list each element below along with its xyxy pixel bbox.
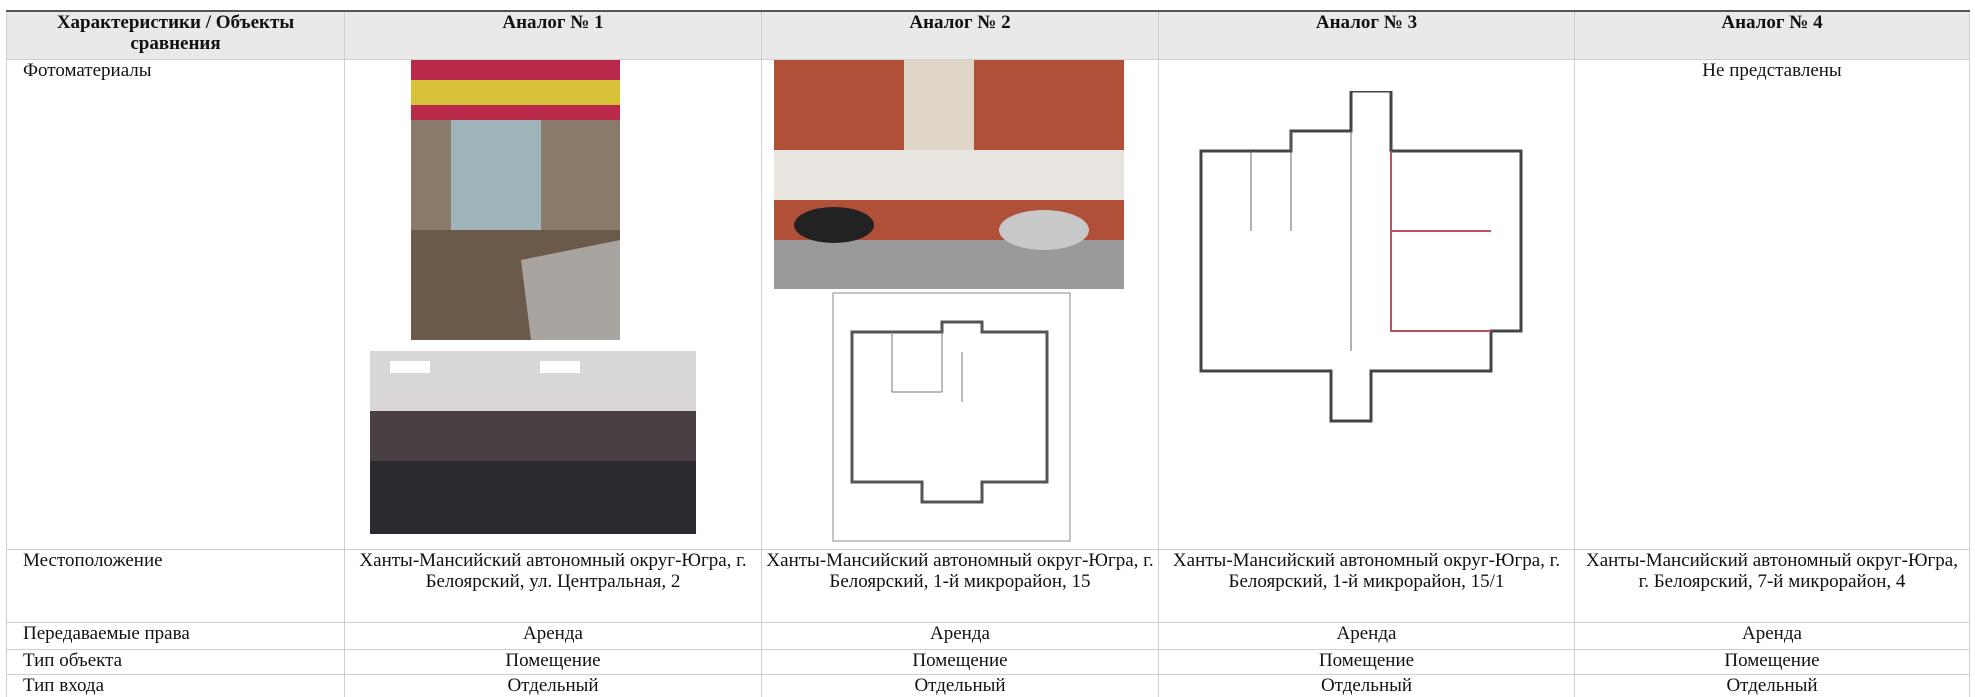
cell: Отдельный [1574, 674, 1970, 697]
cell: Помещение [761, 649, 1159, 675]
cell: Отдельный [344, 674, 762, 697]
cell: Помещение [344, 649, 762, 675]
row: Передаваемые права Аренда Аренда Аренда Арен… [6, 622, 1970, 650]
floor-plan [832, 292, 1071, 542]
cell: Помещение [1574, 649, 1970, 675]
cell: Отдельный [761, 674, 1159, 697]
row-label: Тип входа [6, 674, 345, 697]
row-label: Фотоматериалы [6, 59, 345, 550]
cell: Не представлены [1574, 59, 1970, 550]
header-cell: Аналог № 2 [761, 10, 1159, 60]
photo-street [774, 60, 1124, 289]
cell: Отдельный [1158, 674, 1575, 697]
cell: Ханты-Мансийский автономный округ-Югра, … [1574, 549, 1970, 623]
header-cell: Аналог № 3 [1158, 10, 1575, 60]
row: Тип объекта Помещение Помещение Помещение По… [6, 649, 1970, 675]
cell: Аренда [1574, 622, 1970, 650]
cell: Аренда [1158, 622, 1575, 650]
cell: Помещение [1158, 649, 1575, 675]
cell: Ханты-Мансийский автономный округ-Югра, … [1158, 549, 1575, 623]
photo-interior [370, 351, 696, 534]
cell: Аренда [344, 622, 762, 650]
row: Местоположение Ханты-Мансийский автономны… [6, 549, 1970, 623]
row: Тип входа Отдельный Отдельный Отдельный Отде… [6, 674, 1970, 697]
header-cell: Характеристики / Объекты сравнения [6, 10, 345, 60]
header-cell: Аналог № 1 [344, 10, 762, 60]
cell: Аренда [761, 622, 1159, 650]
header-row: Характеристики / Объекты сравнения Анало… [6, 10, 1970, 60]
header-cell: Аналог № 4 [1574, 10, 1970, 60]
cell: Ханты-Мансийский автономный округ-Югра, … [344, 549, 762, 623]
row-label: Местоположение [6, 549, 345, 623]
cell: Ханты-Мансийский автономный округ-Югра, … [761, 549, 1159, 623]
photo-building [411, 60, 620, 340]
cell [1158, 59, 1575, 550]
row-label: Тип объекта [6, 649, 345, 675]
row-label: Передаваемые права [6, 622, 345, 650]
floor-plan [1199, 91, 1523, 423]
